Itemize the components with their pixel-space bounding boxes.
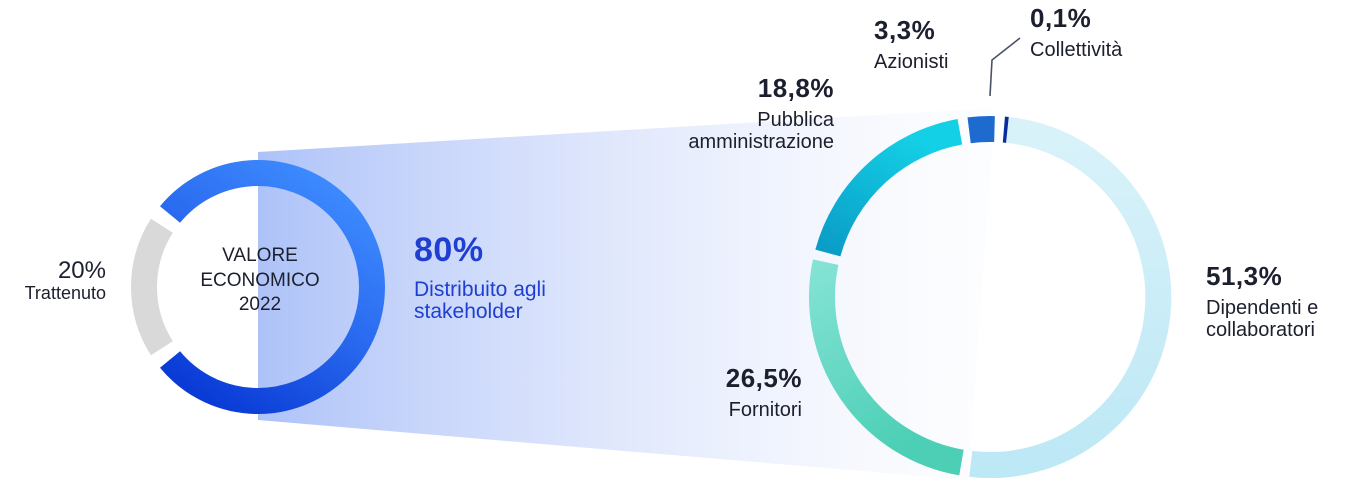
fornitori-name: Fornitori: [728, 399, 802, 422]
distribuito-name-1: Distribuito agli: [414, 277, 546, 301]
slice-distribuito-agli-stakeholder: [160, 160, 385, 414]
distribuzione-donut: [809, 116, 1172, 479]
trattenuto-name: Trattenuto: [24, 282, 106, 303]
projection-beam: [258, 108, 995, 480]
donut-center-label: VALORE ECONOMICO 2022: [180, 244, 340, 318]
center-line-1: VALORE: [222, 245, 298, 266]
slice-dipendenti-e-collaboratori: [969, 116, 1172, 479]
collettivita-pct: 0,1%: [1030, 3, 1092, 33]
distribuito-label: 80% Distribuito agli stakeholder: [414, 232, 546, 324]
pa-name-1: Pubblica: [757, 109, 834, 132]
distribuito-name-2: stakeholder: [414, 300, 523, 324]
trattenuto-label: 20% Trattenuto: [2, 258, 106, 303]
slice-trattenuto: [131, 218, 174, 356]
dipendenti-label: 51,3% Dipendenti e collaboratori: [1206, 262, 1318, 341]
azionisti-pct: 3,3%: [874, 15, 936, 45]
dipendenti-name-2: collaboratori: [1206, 318, 1315, 341]
collettivita-label: 0,1% Collettività: [1030, 4, 1122, 62]
center-line-3: 2022: [238, 294, 282, 316]
slice-azionisti: [967, 116, 995, 144]
dipendenti-name-1: Dipendenti e: [1206, 297, 1319, 320]
center-line-2: ECONOMICO: [200, 269, 320, 291]
fornitori-pct: 26,5%: [725, 363, 802, 393]
pa-name-2: amministrazione: [688, 130, 834, 153]
valore-economico-donut: [131, 160, 385, 414]
distribuito-pct: 80%: [414, 231, 484, 269]
trattenuto-pct: 20%: [57, 257, 106, 284]
collettivita-name: Collettività: [1030, 39, 1123, 62]
pa-pct: 18,8%: [757, 73, 834, 103]
pa-label: 18,8% Pubblica amministrazione: [600, 74, 834, 153]
slice-pubblica-amministrazione: [815, 118, 963, 257]
slice-fornitori: [809, 259, 964, 476]
collettivita-leader-line: [989, 37, 1021, 97]
dipendenti-pct: 51,3%: [1206, 261, 1283, 291]
azionisti-name: Azionisti: [874, 51, 949, 74]
fornitori-label: 26,5% Fornitori: [700, 364, 802, 422]
azionisti-label: 3,3% Azionisti: [874, 16, 948, 74]
